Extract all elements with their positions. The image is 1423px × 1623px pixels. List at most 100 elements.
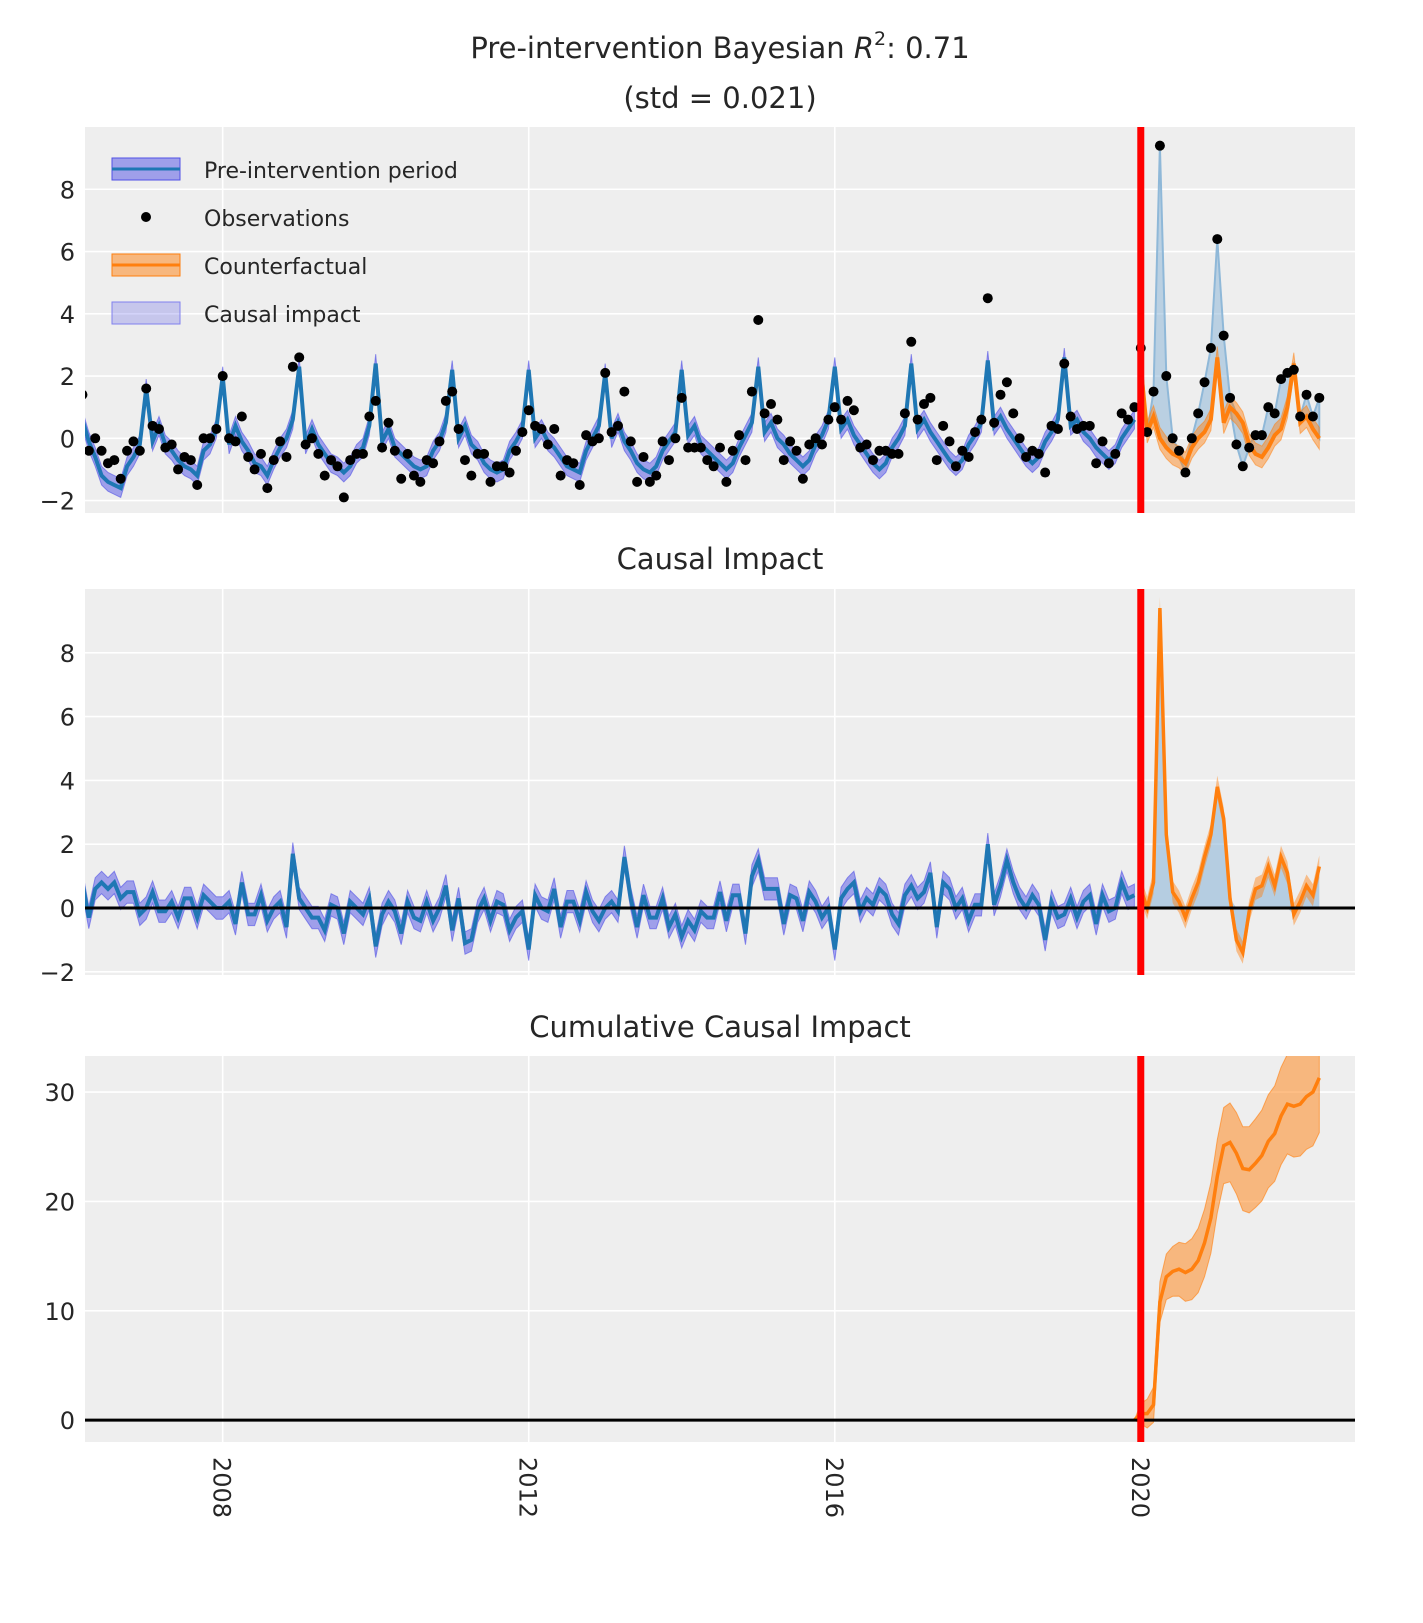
observation-point: [842, 395, 853, 406]
observation-point: [995, 389, 1006, 400]
plot-content: [85, 589, 1355, 975]
observation-point: [817, 439, 828, 450]
observation-point: [415, 476, 426, 487]
observation-point: [319, 470, 330, 481]
observation-point: [778, 455, 789, 466]
observation-point: [715, 442, 725, 453]
x-tick-label: 2012: [514, 1457, 542, 1518]
observation-point: [1205, 343, 1216, 354]
panel-3: 0 10 20 30: [44, 1056, 1355, 1442]
observation-point: [1123, 414, 1134, 425]
observation-point: [122, 445, 133, 456]
observation-point: [925, 392, 936, 403]
observation-point: [829, 402, 840, 413]
observation-point: [90, 433, 101, 444]
y-tick-label: 6: [60, 239, 75, 267]
observation-point: [1307, 411, 1318, 422]
observation-point: [498, 461, 509, 472]
observation-point: [644, 476, 655, 487]
observation-point: [938, 420, 949, 431]
observation-point: [663, 455, 674, 466]
observation-point: [459, 455, 470, 466]
observation-point: [568, 458, 579, 469]
observation-point: [1174, 445, 1185, 456]
observation-point: [1059, 358, 1070, 369]
observation-point: [408, 470, 419, 481]
observation-point: [326, 455, 337, 466]
observation-point: [1199, 377, 1210, 388]
observation-point: [1314, 392, 1325, 403]
observation-point: [447, 386, 458, 397]
observation-point: [1040, 467, 1051, 478]
observation-point: [893, 448, 904, 459]
observation-point: [619, 386, 630, 397]
observation-point: [593, 433, 604, 444]
x-tick-label: 2020: [1126, 1457, 1154, 1518]
title-prefix: Pre-intervention Bayesian: [470, 31, 854, 65]
observation-point: [523, 405, 534, 416]
observation-point: [632, 476, 643, 487]
panel-1: −2 0 2 4 6 8: [40, 127, 1355, 516]
observation-point: [434, 436, 445, 447]
observation-point: [1231, 439, 1242, 450]
observation-point: [153, 423, 164, 434]
plot-area: [85, 1056, 1355, 1442]
observation-point: [670, 433, 681, 444]
observation-point: [1033, 448, 1044, 459]
observation-point: [536, 423, 547, 434]
observation-point: [1193, 408, 1204, 419]
observation-point: [249, 464, 260, 475]
observation-point: [281, 451, 292, 462]
observation-point: [581, 430, 592, 441]
observation-point: [861, 439, 872, 450]
observation-point: [109, 455, 120, 466]
observation-point: [1288, 364, 1299, 375]
legend-label-observations: Observations: [204, 207, 349, 232]
panel3-title: Cumulative Causal Impact: [529, 1010, 911, 1044]
pre-impact-band: [85, 832, 1135, 961]
observation-point: [804, 439, 815, 450]
observation-point: [1186, 433, 1197, 444]
observation-point: [772, 414, 783, 425]
observation-point: [1148, 386, 1159, 397]
observation-point: [957, 445, 968, 456]
y-tick-label: 0: [60, 895, 75, 923]
observation-point: [1225, 392, 1236, 403]
observation-point: [402, 448, 413, 459]
observation-point: [555, 470, 566, 481]
panel2-title: Causal Impact: [617, 542, 824, 576]
observation-point: [625, 436, 636, 447]
observation-point: [230, 436, 241, 447]
observation-point: [1021, 451, 1032, 462]
y-tick-label: 2: [60, 831, 75, 859]
observation-point: [294, 352, 305, 363]
observation-point: [65, 390, 75, 400]
observation-point: [1014, 433, 1025, 444]
observation-point: [600, 367, 611, 378]
observation-point: [721, 476, 732, 487]
observation-point: [96, 445, 107, 456]
observation-point: [906, 336, 917, 347]
y-tick-label: −2: [40, 959, 75, 987]
observation-point: [1097, 436, 1108, 447]
y-tick-label: 8: [60, 176, 75, 204]
observation-point: [836, 414, 847, 425]
chart-title-line1: Pre-intervention Bayesian R2: 0.71: [470, 28, 969, 65]
observation-point: [1116, 408, 1127, 419]
observation-point: [766, 399, 777, 410]
observation-point: [1008, 408, 1019, 419]
observation-point: [1129, 402, 1140, 413]
observation-point: [759, 408, 770, 419]
observation-point: [651, 470, 662, 481]
y-tick-label: 20: [44, 1188, 75, 1216]
observation-point: [383, 417, 394, 428]
observation-point: [1263, 402, 1274, 413]
observation-point: [963, 451, 974, 462]
observation-point: [313, 448, 324, 459]
cumulative-impact-line: [1133, 1077, 1321, 1422]
x-tick-label: 2016: [820, 1457, 848, 1518]
observation-point: [1212, 234, 1223, 245]
observation-point: [727, 445, 738, 456]
observation-point: [1103, 458, 1114, 469]
